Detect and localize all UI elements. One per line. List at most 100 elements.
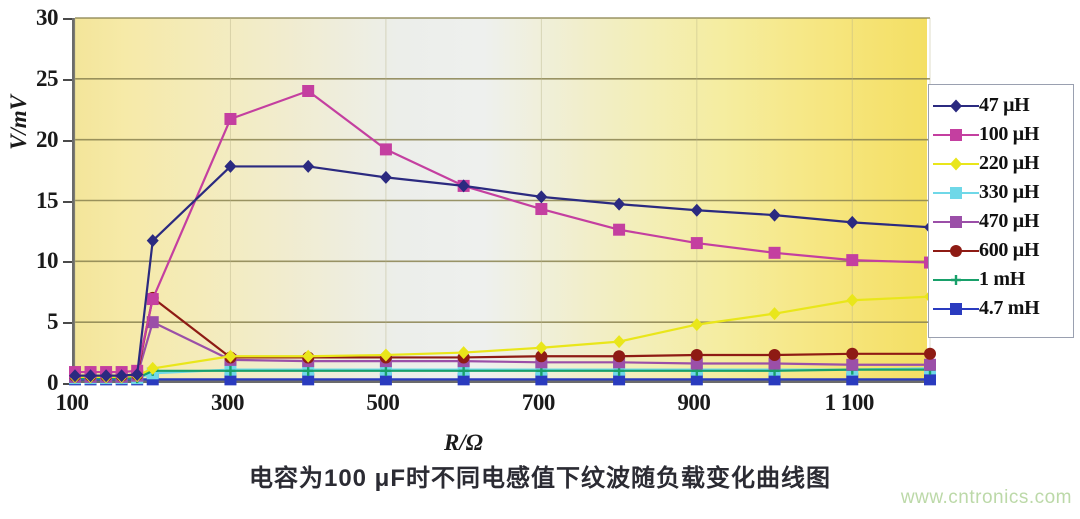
- legend-item[interactable]: 100 μH: [933, 120, 1069, 149]
- legend-item[interactable]: 220 μH: [933, 149, 1069, 178]
- marker-diamond: [379, 348, 392, 362]
- data-point: [302, 373, 315, 386]
- x-axis-tick-labels: 100 300 500 700 900 1 100: [0, 390, 1080, 426]
- marker-square: [457, 373, 470, 386]
- y-tick-label: 20: [36, 126, 59, 152]
- legend-label: 47 μH: [979, 94, 1030, 116]
- series-line: [73, 295, 932, 379]
- legend-item[interactable]: 47 μH: [933, 91, 1069, 120]
- data-point: [690, 237, 703, 250]
- legend-marker-circle: [950, 244, 962, 257]
- y-axis-tick-labels: 0 5 10 15 20 25 30: [0, 0, 66, 401]
- marker-diamond: [302, 349, 315, 363]
- y-tick-label: 0: [47, 370, 59, 395]
- y-tick-label: 5: [47, 309, 59, 335]
- data-point: [131, 367, 144, 381]
- marker-square: [950, 302, 962, 315]
- data-point: [950, 186, 962, 199]
- y-tick-mark: [63, 18, 72, 20]
- data-point: [950, 302, 962, 315]
- marker-plus: [303, 365, 314, 376]
- marker-diamond: [146, 361, 159, 375]
- marker-diamond: [224, 349, 237, 363]
- data-point: [69, 369, 81, 383]
- data-point: [224, 112, 237, 125]
- marker-plus: [458, 365, 469, 376]
- legend-marker-diamond: [950, 157, 962, 170]
- data-point: [613, 373, 626, 386]
- legend-item[interactable]: 600 μH: [933, 236, 1069, 265]
- legend-key: [933, 213, 979, 231]
- marker-square: [768, 246, 781, 259]
- legend-item[interactable]: 330 μH: [933, 178, 1069, 207]
- marker-diamond: [535, 341, 548, 355]
- y-tick-label: 30: [36, 5, 59, 30]
- marker-diamond: [224, 159, 237, 173]
- data-point: [846, 254, 859, 267]
- data-point: [146, 316, 159, 329]
- data-point: [846, 215, 859, 229]
- data-point: [690, 357, 703, 370]
- y-tick-mark: [63, 139, 72, 142]
- marker-square: [768, 373, 781, 386]
- y-tick-mark: [63, 78, 72, 81]
- y-tick-label: 10: [36, 248, 59, 274]
- marker-square: [379, 143, 392, 156]
- legend-key: [933, 126, 979, 144]
- legend-item[interactable]: 1 mH: [933, 265, 1069, 294]
- marker-square: [613, 373, 626, 386]
- data-point: [924, 347, 936, 360]
- data-point: [458, 365, 469, 376]
- marker-diamond: [613, 335, 626, 349]
- series-330-μH: [69, 362, 936, 385]
- marker-diamond: [768, 208, 781, 222]
- data-point: [924, 358, 936, 371]
- legend-item[interactable]: 4.7 mH: [933, 294, 1069, 323]
- data-point: [146, 361, 159, 375]
- legend-key: [933, 155, 979, 173]
- marker-circle: [690, 349, 703, 362]
- data-point: [302, 159, 315, 173]
- data-point: [115, 369, 128, 383]
- legend-marker-square: [950, 186, 962, 199]
- marker-square: [535, 203, 548, 216]
- plot-area: [69, 17, 936, 386]
- marker-circle: [613, 350, 626, 363]
- data-point: [303, 365, 314, 376]
- data-point: [224, 349, 237, 363]
- data-point: [768, 307, 781, 321]
- data-point: [535, 341, 548, 355]
- legend-key: [933, 242, 979, 260]
- marker-diamond: [146, 234, 159, 248]
- data-point: [613, 350, 626, 363]
- data-point: [100, 369, 113, 383]
- legend-label: 330 μH: [979, 181, 1040, 203]
- marker-diamond: [690, 203, 703, 217]
- marker-diamond: [115, 369, 128, 383]
- marker-diamond: [457, 346, 470, 360]
- series-line: [73, 368, 932, 380]
- marker-circle: [924, 347, 936, 360]
- marker-square: [950, 215, 962, 228]
- data-point: [690, 318, 703, 332]
- series-line: [73, 165, 932, 377]
- legend-key: [933, 300, 979, 318]
- x-tick-label: 700: [521, 390, 556, 415]
- y-tick-label: 25: [36, 65, 59, 91]
- marker-diamond: [846, 293, 859, 307]
- series-4.7-mH: [69, 373, 936, 386]
- data-point: [950, 244, 962, 257]
- data-point: [768, 373, 781, 386]
- legend-marker-square: [950, 215, 962, 228]
- series-line: [73, 89, 932, 374]
- marker-plus: [951, 274, 961, 285]
- marker-square: [302, 373, 315, 386]
- legend-key: [933, 271, 979, 289]
- series-canvas: [69, 17, 936, 386]
- legend-item[interactable]: 470 μH: [933, 207, 1069, 236]
- data-point: [84, 369, 97, 383]
- marker-diamond: [131, 367, 144, 381]
- data-point: [457, 179, 470, 193]
- legend-marker-square: [950, 128, 962, 141]
